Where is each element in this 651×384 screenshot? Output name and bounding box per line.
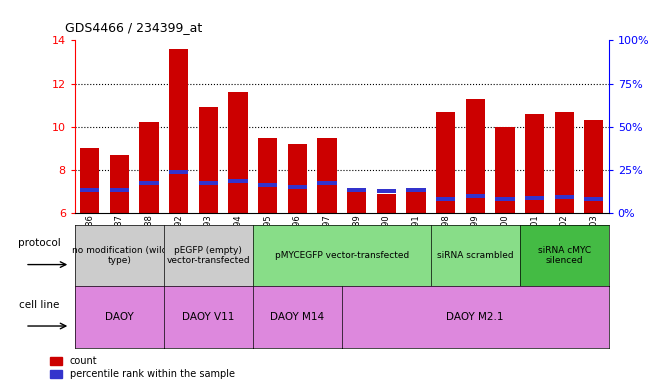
Bar	[229, 179, 247, 183]
Text: no modification (wild
type): no modification (wild type)	[72, 246, 167, 265]
Bar	[169, 170, 188, 174]
Bar	[377, 189, 396, 193]
Bar	[406, 189, 426, 213]
Bar	[377, 194, 396, 213]
Bar	[584, 197, 603, 201]
Bar	[229, 92, 247, 213]
Bar	[525, 114, 544, 213]
Legend: count, percentile rank within the sample: count, percentile rank within the sample	[50, 356, 235, 379]
Bar	[347, 189, 367, 213]
Bar	[80, 148, 100, 213]
Bar	[80, 188, 100, 192]
Bar	[525, 196, 544, 200]
Bar	[169, 49, 188, 213]
Bar	[465, 99, 485, 213]
Text: siRNA cMYC
silenced: siRNA cMYC silenced	[538, 246, 590, 265]
Bar	[110, 155, 129, 213]
Text: DAOY V11: DAOY V11	[182, 312, 234, 322]
Bar	[258, 183, 277, 187]
Bar	[436, 197, 455, 201]
Text: pMYCEGFP vector-transfected: pMYCEGFP vector-transfected	[275, 251, 409, 260]
Bar	[139, 122, 159, 213]
Text: DAOY M14: DAOY M14	[270, 312, 324, 322]
Bar	[199, 181, 218, 185]
Bar	[555, 195, 574, 199]
Bar	[495, 127, 514, 213]
Bar	[317, 137, 337, 213]
Bar	[288, 185, 307, 189]
Bar	[465, 194, 485, 198]
Bar	[317, 181, 337, 185]
Bar	[436, 112, 455, 213]
Bar	[495, 197, 514, 201]
Bar	[258, 137, 277, 213]
Bar	[584, 120, 603, 213]
Bar	[110, 188, 129, 192]
Bar	[406, 188, 426, 192]
Text: protocol: protocol	[18, 238, 61, 248]
Text: DAOY: DAOY	[105, 312, 133, 322]
Text: DAOY M2.1: DAOY M2.1	[447, 312, 504, 322]
Text: GDS4466 / 234399_at: GDS4466 / 234399_at	[65, 21, 202, 34]
Text: cell line: cell line	[19, 300, 60, 310]
Bar	[555, 112, 574, 213]
Bar	[347, 188, 367, 192]
Text: siRNA scrambled: siRNA scrambled	[437, 251, 514, 260]
Bar	[199, 107, 218, 213]
Text: pEGFP (empty)
vector-transfected: pEGFP (empty) vector-transfected	[167, 246, 250, 265]
Bar	[139, 181, 159, 185]
Bar	[288, 144, 307, 213]
